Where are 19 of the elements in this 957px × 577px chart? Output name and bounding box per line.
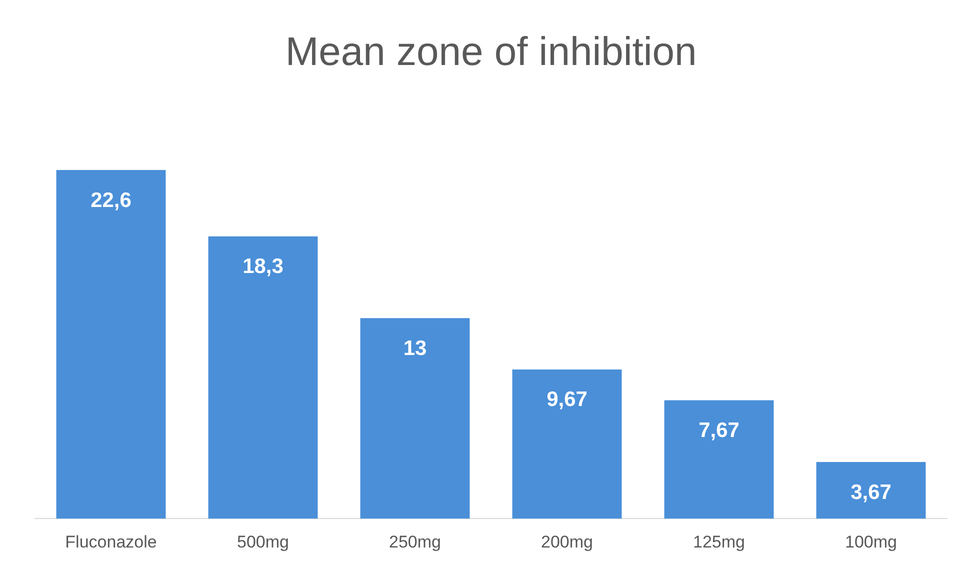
bar bbox=[512, 369, 622, 519]
bar bbox=[664, 400, 774, 519]
bar bbox=[360, 318, 470, 519]
data-label: 7,67 bbox=[698, 419, 740, 442]
bar bbox=[816, 462, 926, 519]
bar bbox=[208, 236, 318, 519]
x-tick-label: 200mg bbox=[541, 532, 593, 552]
data-label: 9,67 bbox=[546, 388, 588, 412]
chart-title: Mean zone of inhibition bbox=[285, 30, 697, 74]
data-label: 18,3 bbox=[242, 255, 284, 278]
x-tick-label: Fluconazole bbox=[65, 532, 157, 552]
x-tick-label: 100mg bbox=[845, 532, 897, 552]
bar bbox=[56, 170, 166, 519]
x-tick-label: 125mg bbox=[693, 532, 745, 552]
data-label: 3,67 bbox=[850, 480, 892, 504]
data-label: 22,6 bbox=[90, 188, 132, 212]
x-tick-label: 500mg bbox=[237, 532, 289, 552]
data-label: 13 bbox=[403, 336, 427, 360]
x-tick-label: 250mg bbox=[389, 532, 441, 552]
